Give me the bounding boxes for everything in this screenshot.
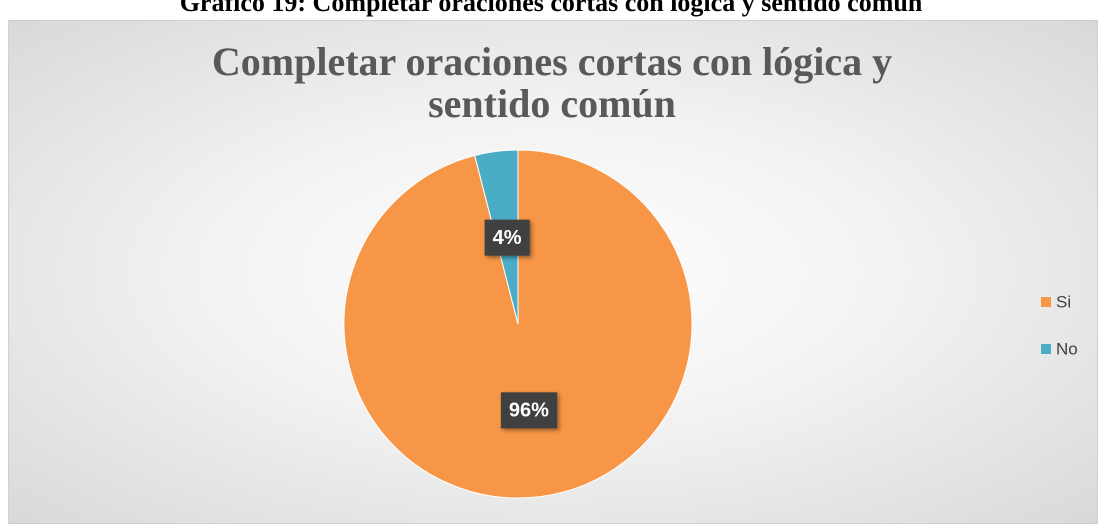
- caption: Gráfico 19: Completar oraciones cortas c…: [179, 0, 923, 17]
- legend-label: Si: [1056, 292, 1071, 311]
- data-label: 96%: [509, 400, 549, 422]
- legend-swatch: [1041, 297, 1051, 307]
- data-label-box: [484, 219, 530, 256]
- data-label: 4%: [493, 227, 522, 249]
- data-label-box: [500, 392, 558, 429]
- legend-label: No: [1056, 339, 1078, 358]
- legend-swatch: [1041, 344, 1051, 354]
- chart-title: Completar oraciones cortas con lógica y …: [211, 39, 893, 126]
